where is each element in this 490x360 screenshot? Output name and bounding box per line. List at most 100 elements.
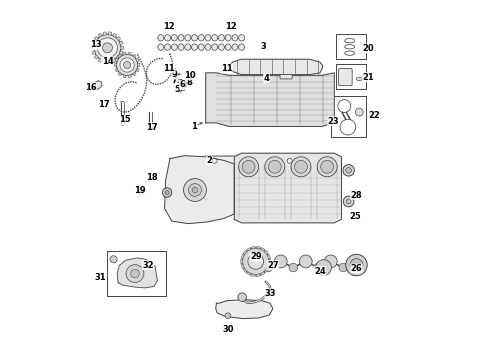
Wedge shape (261, 248, 265, 251)
Ellipse shape (178, 44, 184, 50)
Circle shape (157, 84, 159, 85)
Circle shape (152, 60, 153, 62)
Circle shape (150, 82, 152, 83)
Circle shape (145, 70, 146, 72)
Wedge shape (128, 75, 131, 78)
Wedge shape (133, 54, 136, 58)
Text: 15: 15 (119, 116, 130, 125)
Wedge shape (133, 72, 136, 76)
Ellipse shape (185, 35, 191, 41)
Circle shape (118, 89, 120, 90)
Circle shape (146, 75, 147, 76)
Polygon shape (234, 153, 342, 223)
Circle shape (117, 54, 138, 76)
Circle shape (269, 160, 281, 173)
Text: 22: 22 (368, 111, 380, 120)
Wedge shape (98, 58, 102, 62)
Wedge shape (246, 271, 251, 275)
Wedge shape (136, 68, 139, 72)
Circle shape (289, 263, 297, 272)
Circle shape (138, 57, 140, 58)
Ellipse shape (198, 44, 204, 50)
Circle shape (287, 158, 292, 163)
Wedge shape (264, 268, 269, 273)
Circle shape (147, 66, 148, 68)
Text: 30: 30 (222, 325, 234, 334)
Circle shape (171, 71, 172, 72)
Circle shape (168, 77, 169, 78)
Circle shape (225, 68, 228, 71)
Polygon shape (229, 59, 323, 75)
Circle shape (146, 68, 147, 70)
Ellipse shape (172, 35, 177, 41)
Wedge shape (115, 68, 119, 72)
Circle shape (137, 54, 139, 56)
Circle shape (314, 263, 322, 272)
Wedge shape (241, 259, 243, 264)
Circle shape (115, 98, 116, 99)
Circle shape (181, 88, 184, 91)
Circle shape (123, 84, 125, 85)
Circle shape (239, 157, 259, 177)
Circle shape (343, 196, 354, 207)
Wedge shape (118, 54, 122, 58)
Text: 26: 26 (350, 264, 362, 273)
Ellipse shape (219, 44, 224, 50)
Circle shape (152, 83, 154, 85)
Text: 17: 17 (98, 100, 110, 109)
Circle shape (143, 66, 144, 67)
Wedge shape (113, 33, 117, 37)
Circle shape (102, 43, 113, 53)
Circle shape (148, 64, 150, 66)
Text: 3: 3 (260, 41, 266, 50)
Circle shape (169, 75, 171, 77)
Circle shape (141, 99, 142, 100)
Circle shape (294, 160, 307, 173)
Text: 13: 13 (90, 40, 101, 49)
Circle shape (145, 87, 147, 89)
Circle shape (189, 79, 192, 82)
Wedge shape (261, 271, 265, 275)
Circle shape (212, 158, 217, 163)
Ellipse shape (165, 35, 171, 41)
Text: 1: 1 (191, 122, 197, 131)
Circle shape (117, 91, 118, 92)
Circle shape (155, 84, 156, 85)
Circle shape (343, 165, 354, 176)
Circle shape (171, 68, 173, 71)
Wedge shape (98, 33, 102, 37)
Wedge shape (256, 274, 260, 276)
Wedge shape (243, 268, 247, 273)
Circle shape (115, 103, 116, 104)
Circle shape (131, 269, 139, 278)
Ellipse shape (192, 35, 197, 41)
Ellipse shape (225, 44, 231, 50)
Text: 18: 18 (146, 173, 157, 182)
Circle shape (133, 81, 134, 83)
Circle shape (189, 184, 201, 197)
Circle shape (126, 265, 144, 283)
Circle shape (172, 68, 173, 69)
Wedge shape (267, 264, 270, 269)
Text: 20: 20 (363, 44, 374, 53)
Polygon shape (216, 300, 273, 319)
Circle shape (139, 101, 140, 102)
Circle shape (120, 87, 121, 88)
Circle shape (274, 255, 287, 268)
Circle shape (170, 56, 172, 57)
Circle shape (130, 81, 132, 82)
Bar (331, 96, 367, 137)
Circle shape (145, 90, 146, 91)
Circle shape (98, 38, 118, 58)
Circle shape (125, 82, 127, 84)
Wedge shape (103, 60, 106, 64)
Ellipse shape (225, 35, 231, 41)
Circle shape (147, 78, 148, 80)
Wedge shape (251, 247, 255, 249)
Circle shape (116, 105, 117, 107)
Circle shape (172, 61, 173, 62)
Wedge shape (120, 46, 123, 49)
Text: 6: 6 (179, 81, 185, 90)
Text: 31: 31 (95, 273, 106, 282)
Circle shape (154, 59, 155, 60)
